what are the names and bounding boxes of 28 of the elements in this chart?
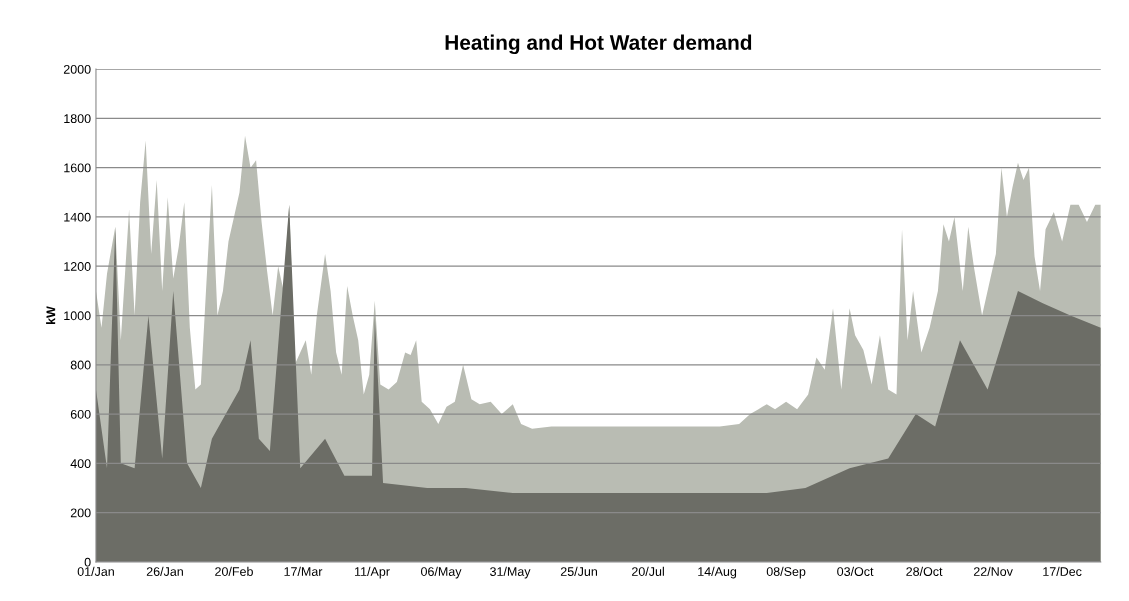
y-tick-label: 0 [84, 557, 91, 567]
y-axis-title: kW [46, 306, 56, 325]
y-tick-label: 800 [70, 360, 91, 370]
x-tick-label: 20/Jul [632, 566, 664, 576]
y-tick-label: 1400 [64, 212, 91, 222]
x-tick-label: 28/Oct [906, 566, 943, 576]
x-tick-label: 01/Jan [77, 566, 114, 576]
x-tick-label: 20/Feb [215, 566, 253, 576]
x-tick-label: 17/Dec [1043, 566, 1082, 576]
y-tick-label: 600 [70, 409, 91, 419]
x-tick-label: 06/May [421, 566, 462, 579]
x-tick-label: 03/Oct [837, 566, 874, 576]
x-tick-label: 26/Jan [146, 566, 183, 576]
x-tick-label: 14/Aug [698, 566, 737, 579]
x-tick-label: 08/Sep [766, 566, 806, 579]
x-tick-label: 25/Jun [560, 566, 597, 576]
x-tick-label: 22/Nov [973, 566, 1013, 576]
y-tick-label: 1600 [64, 163, 91, 173]
x-tick-label: 31/May [490, 566, 531, 579]
x-tick-label: 11/Apr [355, 566, 390, 579]
y-tick-label: 200 [70, 508, 91, 518]
x-tick-label: 17/Mar [284, 566, 323, 576]
chart-title: Heating and Hot Water demand [445, 34, 752, 55]
y-tick-label: 1200 [64, 262, 91, 271]
y-tick-label: 1000 [64, 311, 91, 321]
y-tick-label: 2000 [63, 64, 91, 74]
y-tick-label: 1800 [64, 114, 91, 124]
y-tick-label: 400 [70, 459, 91, 469]
